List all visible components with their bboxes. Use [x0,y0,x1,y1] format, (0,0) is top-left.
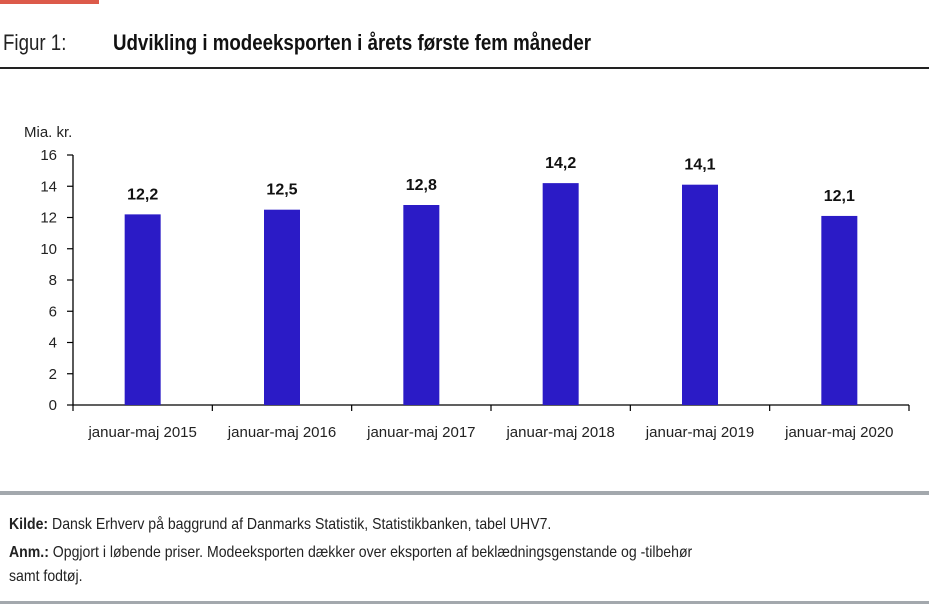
bar [542,183,579,405]
y-tick-label: 10 [40,241,57,258]
y-axis-label: Mia. kr. [24,124,72,141]
x-tick-label: januar-maj 2015 [87,424,196,441]
figure-label: Figur 1: [3,30,67,55]
bar [682,184,718,405]
figure-title: Udvikling i modeeksporten i årets første… [113,30,592,55]
value-label: 12,8 [406,177,437,194]
y-tick-label: 6 [49,303,57,320]
accent-bar [0,0,99,4]
footer-divider-bottom [0,601,929,604]
header-divider [0,67,929,69]
value-label: 12,1 [824,188,855,205]
source-label: Kilde: [9,516,49,533]
value-label: 12,2 [127,186,158,203]
bar [403,205,440,405]
y-tick-label: 8 [49,272,57,289]
y-tick-label: 14 [40,178,57,195]
source-note: Kilde: Dansk Erhverv på baggrund af Danm… [9,516,551,534]
y-tick-label: 0 [49,397,57,414]
value-labels: 12,2 12,5 12,8 14,2 14,1 12,1 [127,155,855,205]
bar [821,215,858,405]
bars [124,183,858,405]
x-tick-label: januar-maj 2020 [784,424,893,441]
bar [124,214,161,405]
y-tick-label: 16 [40,147,57,164]
y-ticks: 0 2 4 6 8 10 12 14 16 [40,147,73,414]
x-tick-label: januar-maj 2019 [645,424,754,441]
value-label: 12,5 [266,182,297,199]
note-label: Anm.: [9,544,49,561]
value-label: 14,2 [545,155,576,172]
x-tick-label: januar-maj 2017 [366,424,475,441]
x-ticks: januar-maj 2015 januar-maj 2016 januar-maj… [72,405,910,441]
x-tick-label: januar-maj 2016 [227,424,336,441]
source-text: Dansk Erhverv på baggrund af Danmarks St… [48,516,552,533]
y-tick-label: 4 [49,335,57,352]
axes [72,155,909,406]
value-label: 14,1 [684,157,715,174]
note-text-line1: Opgjort i løbende priser. Modeeksporten … [48,544,693,561]
bar [264,209,300,405]
annotation-note-cont: samt fodtøj. [9,568,83,585]
y-tick-label: 12 [40,210,57,227]
annotation-note: Anm.: Opgjort i løbende priser. Modeeksp… [9,544,692,562]
figure-header: Figur 1: Udvikling i modeeksporten i åre… [0,28,929,60]
x-tick-label: januar-maj 2018 [505,424,614,441]
footer-divider-top [0,491,929,495]
y-tick-label: 2 [49,366,57,383]
